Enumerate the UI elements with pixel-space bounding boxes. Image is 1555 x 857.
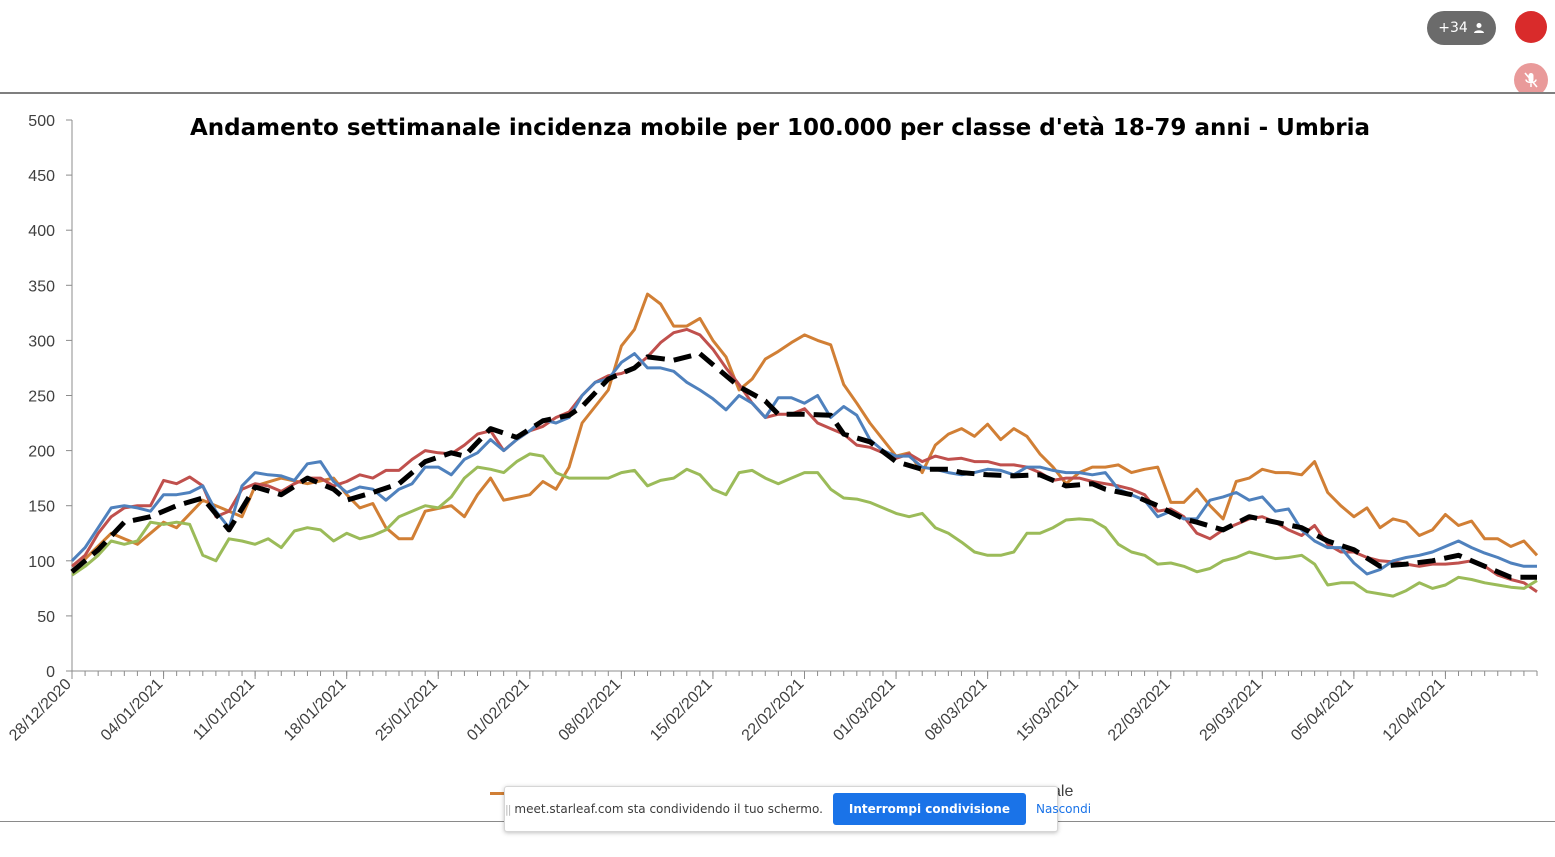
- series-line-4: [71, 452, 1538, 598]
- x-tick-label: 08/02/2021: [556, 676, 625, 745]
- chart-container: 0 50 100 150 200 250 300 350 400 450 500 28/12/202…: [0, 94, 1555, 821]
- x-tick-label: 15/02/2021: [647, 676, 716, 745]
- legend-swatch-orange: [490, 792, 506, 795]
- y-tick-label: 250: [28, 389, 55, 406]
- x-tick-label: 05/04/2021: [1288, 676, 1357, 745]
- chart-title: Andamento settimanale incidenza mobile p…: [190, 115, 1370, 141]
- share-message: meet.starleaf.com sta condividendo il tu…: [514, 802, 823, 816]
- meeting-top-bar: +34: [0, 0, 1555, 92]
- x-tick-label: 22/02/2021: [739, 676, 808, 745]
- line-chart: 0 50 100 150 200 250 300 350 400 450 500 28/12/202…: [6, 113, 1539, 745]
- x-tick-label: 15/03/2021: [1013, 676, 1082, 745]
- x-tick-label: 04/01/2021: [98, 676, 167, 745]
- x-tick-label: 29/03/2021: [1196, 676, 1265, 745]
- stop-sharing-button[interactable]: Interrompi condivisione: [832, 793, 1026, 825]
- y-tick-label: 400: [28, 223, 55, 240]
- y-tick-label: 300: [28, 333, 55, 350]
- participants-button[interactable]: +34: [1427, 11, 1496, 45]
- x-tick-label: 12/04/2021: [1380, 676, 1449, 745]
- y-tick-label: 0: [46, 664, 55, 681]
- y-tick-label: 350: [28, 278, 55, 295]
- series-line-3: [70, 352, 1537, 576]
- series-lines: [70, 292, 1539, 598]
- x-axis: 28/12/2020 04/01/2021 11/01/2021 18/01/2021…: [6, 670, 1538, 745]
- x-tick-label: 08/03/2021: [922, 676, 991, 745]
- drag-handle-icon[interactable]: ||: [505, 802, 512, 816]
- y-tick-label: 200: [28, 444, 55, 461]
- y-tick-label: 150: [28, 499, 55, 516]
- series-line-2: [71, 327, 1538, 593]
- y-tick-label: 450: [28, 168, 55, 185]
- participants-count: +34: [1438, 20, 1468, 36]
- divider: [0, 92, 1555, 94]
- y-tick-label: 500: [28, 113, 55, 130]
- x-tick-label: 01/02/2021: [464, 676, 533, 745]
- x-tick-label: 25/01/2021: [372, 676, 441, 745]
- series-line-5: [70, 351, 1537, 580]
- y-axis: 0 50 100 150 200 250 300 350 400 450 500: [28, 113, 73, 681]
- hide-button[interactable]: Nascondi: [1035, 802, 1092, 816]
- x-tick-label: 18/01/2021: [281, 676, 350, 745]
- y-tick-label: 100: [28, 554, 55, 571]
- person-icon: [1473, 22, 1485, 34]
- x-tick-label: 22/03/2021: [1105, 676, 1174, 745]
- series-line-1: [70, 292, 1539, 573]
- x-tick-label: 11/01/2021: [190, 676, 258, 744]
- x-tick-label: 28/12/2020: [6, 676, 75, 745]
- y-tick-label: 50: [37, 609, 55, 626]
- record-dot-icon[interactable]: [1515, 11, 1547, 43]
- x-tick-label: 01/03/2021: [830, 676, 899, 745]
- mic-muted-icon[interactable]: [1514, 63, 1548, 97]
- screen-share-bar: || meet.starleaf.com sta condividendo il…: [504, 786, 1091, 832]
